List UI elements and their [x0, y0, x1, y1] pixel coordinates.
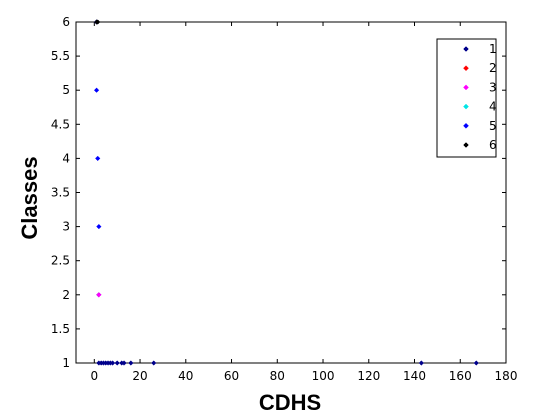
y-tick-label: 1.5	[51, 322, 70, 336]
legend-marker-4	[463, 103, 469, 110]
y-tick-label: 4	[62, 151, 70, 165]
y-axis-ticks: 1 1.5 2 2.5 3 3.5 4 4.5 5 5.5 6	[51, 15, 506, 370]
x-axis-label: CDHS	[259, 390, 321, 415]
y-tick-label: 3.5	[51, 186, 70, 200]
y-tick-label: 1	[62, 356, 70, 370]
legend-marker-3	[463, 84, 469, 91]
data-point-series-1	[418, 360, 425, 366]
legend-label-1: 1	[489, 42, 497, 56]
data-points	[93, 19, 479, 366]
data-point-series-5	[96, 223, 102, 230]
x-tick-label: 20	[132, 369, 147, 383]
data-point-series-1	[151, 360, 157, 366]
axes-frame	[75, 21, 507, 364]
legend-label-5: 5	[489, 119, 497, 133]
data-point-series-6	[95, 19, 101, 25]
data-point-series-1	[128, 360, 134, 366]
data-point-series-1	[109, 360, 116, 366]
x-tick-label: 40	[178, 369, 193, 383]
legend-marker-5	[463, 122, 469, 129]
y-axis-label: Classes	[17, 156, 42, 239]
plot-area	[75, 21, 507, 364]
legend: 1 2 3 4 5 6	[436, 38, 497, 158]
x-tick-label: 0	[90, 369, 98, 383]
x-tick-label: 60	[224, 369, 239, 383]
x-tick-label: 120	[357, 369, 380, 383]
y-tick-label: 2.5	[51, 254, 70, 268]
legend-label-4: 4	[489, 100, 497, 114]
legend-label-2: 2	[489, 61, 497, 75]
y-tick-label: 5.5	[51, 49, 70, 63]
y-tick-label: 3	[62, 220, 70, 234]
y-tick-label: 4.5	[51, 117, 70, 131]
x-tick-label: 180	[495, 369, 518, 383]
data-point-series-1	[121, 360, 127, 366]
y-tick-label: 6	[62, 15, 70, 29]
x-tick-label: 160	[449, 369, 472, 383]
legend-label-6: 6	[489, 138, 497, 152]
legend-box	[436, 38, 497, 158]
data-point-series-3	[96, 292, 102, 298]
x-axis-ticks: 0 20 40 60 80 100 120 140 160 180	[90, 22, 517, 383]
legend-marker-1	[463, 46, 469, 52]
y-tick-label: 5	[62, 83, 70, 97]
legend-marker-2	[463, 65, 469, 72]
data-point-series-1	[473, 360, 479, 366]
x-tick-label: 140	[403, 369, 426, 383]
data-point-series-1	[114, 360, 120, 366]
data-point-series-5	[93, 87, 100, 93]
x-tick-label: 100	[312, 369, 335, 383]
x-tick-label: 80	[270, 369, 285, 383]
legend-marker-6	[463, 142, 469, 148]
legend-label-3: 3	[489, 80, 497, 94]
data-point-series-5	[95, 155, 101, 162]
y-tick-label: 2	[62, 288, 70, 302]
